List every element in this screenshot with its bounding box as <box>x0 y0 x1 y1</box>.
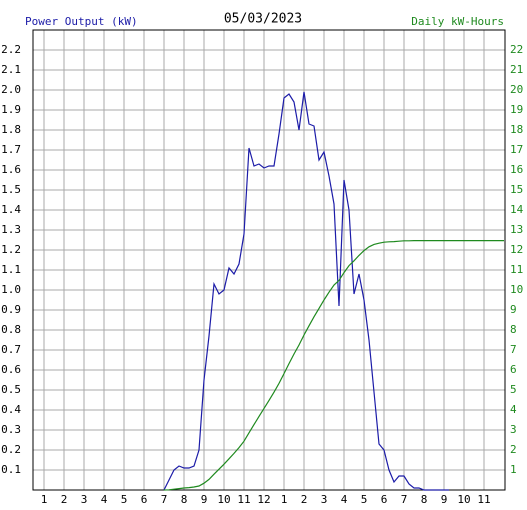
plot-border <box>32 29 506 491</box>
x-tick-label: 8 <box>181 493 188 506</box>
x-tick-label: 3 <box>321 493 328 506</box>
x-tick-label: 9 <box>201 493 208 506</box>
y2-tick-label: 20 <box>510 83 523 96</box>
series-line <box>163 91 449 491</box>
y2-tick-label: 19 <box>510 103 523 116</box>
y-tick-label: 0.8 <box>1 323 21 336</box>
x-tick-label: 12 <box>257 493 270 506</box>
chart-title: 05/03/2023 <box>224 12 302 27</box>
x-tick-label: 5 <box>121 493 128 506</box>
x-tick-label: 2 <box>61 493 68 506</box>
x-tick-label: 11 <box>237 493 250 506</box>
x-tick-label: 9 <box>441 493 448 506</box>
y2-tick-label: 6 <box>510 363 517 376</box>
x-tick-label: 6 <box>141 493 148 506</box>
y2-tick-label: 2 <box>510 443 517 456</box>
y2-tick-label: 7 <box>510 343 517 356</box>
y-tick-label: 2.1 <box>1 63 21 76</box>
x-tick-label: 3 <box>81 493 88 506</box>
y-tick-label: 0.2 <box>1 443 21 456</box>
y2-tick-label: 16 <box>510 163 523 176</box>
y-tick-label: 1.4 <box>1 203 21 216</box>
y-tick-label: 1.7 <box>1 143 21 156</box>
series-line <box>163 240 504 491</box>
x-tick-label: 11 <box>477 493 490 506</box>
x-tick-label: 4 <box>341 493 348 506</box>
y-tick-label: 2.2 <box>1 43 21 56</box>
y-tick-label: 1.3 <box>1 223 21 236</box>
y2-tick-label: 18 <box>510 123 523 136</box>
y2-tick-label: 21 <box>510 63 523 76</box>
x-tick-label: 6 <box>381 493 388 506</box>
y2-tick-label: 17 <box>510 143 523 156</box>
y-tick-label: 1.1 <box>1 263 21 276</box>
x-tick-label: 2 <box>301 493 308 506</box>
x-tick-label: 4 <box>101 493 108 506</box>
y-tick-label: 1.0 <box>1 283 21 296</box>
y2-tick-label: 11 <box>510 263 523 276</box>
x-tick-label: 1 <box>281 493 288 506</box>
x-tick-label: 1 <box>41 493 48 506</box>
y-tick-label: 0.3 <box>1 423 21 436</box>
y2-tick-label: 14 <box>510 203 524 216</box>
plot-area <box>32 29 506 491</box>
y2-tick-label: 22 <box>510 43 523 56</box>
y-tick-label: 0.6 <box>1 363 21 376</box>
y2-tick-label: 1 <box>510 463 517 476</box>
y-axis-label: Power Output (kW) <box>25 15 138 28</box>
y-tick-label: 0.7 <box>1 343 21 356</box>
y2-tick-label: 9 <box>510 303 517 316</box>
y-tick-label: 2.0 <box>1 83 21 96</box>
y-tick-label: 0.1 <box>1 463 21 476</box>
y2-tick-label: 13 <box>510 223 523 236</box>
y-tick-label: 1.6 <box>1 163 21 176</box>
x-tick-label: 7 <box>161 493 168 506</box>
y2-tick-label: 12 <box>510 243 523 256</box>
y2-axis-label: Daily kW-Hours <box>411 15 504 28</box>
y2-tick-label: 8 <box>510 323 517 336</box>
y-tick-label: 1.9 <box>1 103 21 116</box>
x-tick-label: 10 <box>457 493 470 506</box>
y-tick-label: 1.5 <box>1 183 21 196</box>
y2-tick-label: 10 <box>510 283 523 296</box>
y2-tick-label: 4 <box>510 403 517 416</box>
y-tick-label: 0.4 <box>1 403 21 416</box>
y2-tick-label: 15 <box>510 183 523 196</box>
y2-tick-label: 3 <box>510 423 517 436</box>
x-tick-label: 8 <box>421 493 428 506</box>
y2-tick-label: 5 <box>510 383 517 396</box>
y-tick-label: 0.5 <box>1 383 21 396</box>
y-tick-label: 1.8 <box>1 123 21 136</box>
x-tick-label: 10 <box>217 493 230 506</box>
y-tick-label: 0.9 <box>1 303 21 316</box>
y-tick-label: 1.2 <box>1 243 21 256</box>
x-tick-label: 7 <box>401 493 408 506</box>
x-tick-label: 5 <box>361 493 368 506</box>
